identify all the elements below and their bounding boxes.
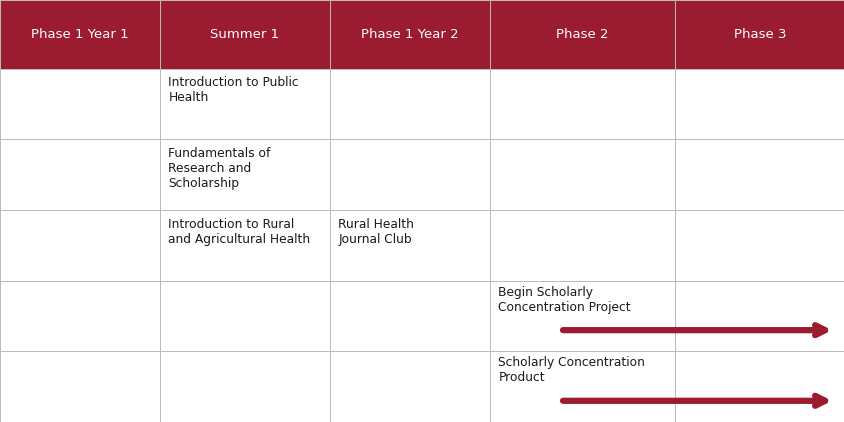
Bar — [490, 281, 674, 352]
Text: Phase 1 Year 2: Phase 1 Year 2 — [360, 28, 458, 41]
Bar — [160, 139, 329, 210]
Bar — [0, 210, 160, 281]
Bar — [160, 281, 329, 352]
Text: Scholarly Concentration
Product: Scholarly Concentration Product — [498, 357, 645, 384]
Bar — [160, 0, 329, 69]
Text: Begin Scholarly
Concentration Project: Begin Scholarly Concentration Project — [498, 286, 630, 314]
Bar — [490, 139, 674, 210]
Bar — [329, 281, 490, 352]
Text: Introduction to Rural
and Agricultural Health: Introduction to Rural and Agricultural H… — [168, 218, 310, 246]
Bar — [674, 139, 844, 210]
Bar — [329, 139, 490, 210]
Text: Summer 1: Summer 1 — [210, 28, 279, 41]
Bar — [0, 281, 160, 352]
Bar — [160, 352, 329, 422]
Text: Introduction to Public
Health: Introduction to Public Health — [168, 76, 299, 104]
Bar — [0, 352, 160, 422]
Bar — [160, 210, 329, 281]
Text: Phase 2: Phase 2 — [555, 28, 608, 41]
Bar — [490, 352, 674, 422]
Text: Rural Health
Journal Club: Rural Health Journal Club — [338, 218, 414, 246]
Bar — [490, 210, 674, 281]
Bar — [329, 210, 490, 281]
Text: Phase 1 Year 1: Phase 1 Year 1 — [31, 28, 128, 41]
Bar — [329, 352, 490, 422]
Bar — [674, 210, 844, 281]
Bar — [674, 281, 844, 352]
Bar — [674, 352, 844, 422]
Bar — [0, 139, 160, 210]
Bar — [674, 0, 844, 69]
Bar — [329, 69, 490, 139]
Bar — [0, 69, 160, 139]
Bar — [490, 69, 674, 139]
Bar — [0, 0, 160, 69]
Text: Phase 3: Phase 3 — [733, 28, 785, 41]
Bar — [160, 69, 329, 139]
Bar — [674, 69, 844, 139]
Bar — [329, 0, 490, 69]
Bar — [490, 0, 674, 69]
Text: Fundamentals of
Research and
Scholarship: Fundamentals of Research and Scholarship — [168, 147, 270, 190]
